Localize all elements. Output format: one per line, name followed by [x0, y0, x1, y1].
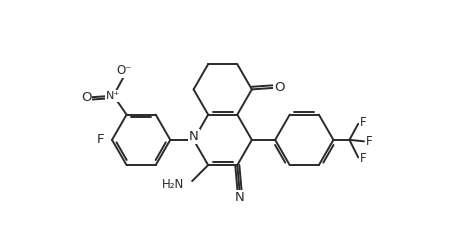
- Text: N⁺: N⁺: [106, 91, 120, 101]
- Text: F: F: [96, 133, 104, 146]
- Text: F: F: [360, 152, 367, 165]
- Text: O: O: [81, 91, 91, 104]
- Text: N: N: [189, 130, 199, 143]
- Text: F: F: [360, 116, 367, 129]
- Text: O⁻: O⁻: [117, 64, 132, 77]
- Text: F: F: [366, 135, 373, 148]
- Text: N: N: [235, 191, 244, 204]
- Text: H₂N: H₂N: [162, 178, 184, 190]
- Text: O: O: [274, 81, 284, 94]
